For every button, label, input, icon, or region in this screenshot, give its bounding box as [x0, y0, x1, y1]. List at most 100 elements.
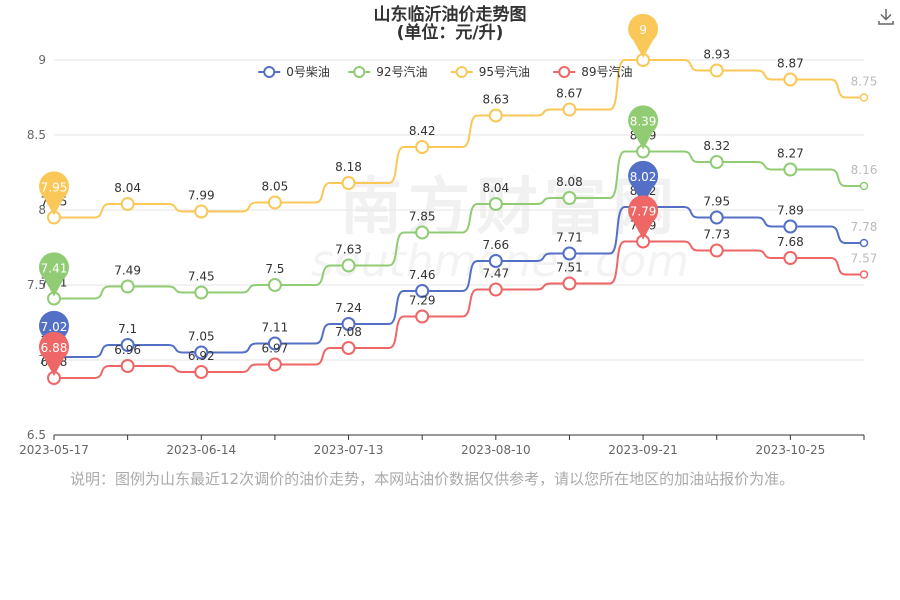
data-label: 7.63 [335, 243, 362, 257]
data-point [859, 270, 869, 279]
data-point [783, 251, 798, 265]
data-point [562, 102, 577, 117]
pin-shape [628, 13, 659, 59]
data-point [120, 359, 135, 373]
data-label: 6.92 [188, 349, 215, 363]
data-label: 7.24 [335, 301, 362, 315]
series-line [54, 59, 864, 219]
data-point [267, 278, 282, 292]
data-label: 7.08 [335, 325, 362, 339]
y-axis: 6.5 7 7.5 8 8.5 9 [27, 53, 46, 442]
pin-shape [39, 252, 69, 297]
data-label: 8.75 [851, 75, 878, 89]
data-label: 8.16 [851, 163, 878, 177]
data-point [415, 140, 430, 154]
data-point [341, 341, 356, 355]
pin-label: 7.79 [630, 205, 657, 219]
data-point [194, 345, 209, 360]
pin-label: 7.41 [41, 262, 68, 276]
data-label: 6.96 [114, 343, 141, 357]
y-tick-label: 9 [38, 53, 46, 67]
data-point [341, 317, 356, 331]
data-point [709, 155, 724, 169]
data-point [415, 225, 430, 240]
data-point [859, 238, 869, 248]
data-point [415, 284, 430, 298]
data-point [120, 197, 135, 211]
download-icon[interactable] [876, 6, 896, 26]
legend-marker [353, 66, 366, 78]
legend-label: 89号汽油 [581, 64, 632, 79]
legend-item[interactable]: 0号柴油 [258, 65, 330, 79]
series-line [54, 150, 864, 300]
data-point [488, 108, 503, 123]
data-label: 7.05 [188, 330, 215, 344]
data-label: 8.87 [777, 57, 804, 71]
data-point [783, 72, 798, 87]
data-label: 8.42 [409, 124, 436, 138]
data-label: 7.45 [188, 270, 215, 284]
legend-label: 95号汽油 [479, 64, 530, 79]
data-label: 6.97 [262, 342, 289, 356]
pin-label: 8.02 [630, 170, 657, 184]
data-point [859, 181, 869, 191]
pin-marker: 7.79 [628, 195, 659, 240]
legend-item[interactable]: 92号汽油 [348, 64, 428, 79]
data-point [341, 176, 356, 190]
pin-layer: 7.02 8.02 7.41 8.39 7.95 9 6.88 7.79 [39, 13, 659, 376]
data-label: 7.57 [851, 252, 878, 266]
x-tick-label: 2023-09-21 [608, 443, 678, 457]
data-label: 8.04 [482, 181, 509, 195]
legend-item[interactable]: 89号汽油 [553, 64, 633, 79]
x-tick-label: 2023-05-17 [19, 443, 89, 457]
data-point [194, 365, 209, 379]
data-point [859, 93, 869, 102]
data-point [267, 357, 282, 372]
data-point [709, 210, 724, 225]
data-label: 7.66 [482, 238, 509, 252]
series-layer [47, 53, 869, 385]
x-tick-label: 2023-07-13 [314, 443, 384, 457]
data-label: 7.29 [409, 294, 436, 308]
legend[interactable]: 0号柴油 92号汽油 95号汽油 89号汽油 [258, 64, 633, 79]
data-label: 7.85 [409, 210, 436, 224]
y-tick-label: 8 [38, 203, 46, 217]
legend-label: 92号汽油 [376, 64, 427, 79]
data-point [488, 282, 503, 297]
series-line [54, 240, 864, 379]
legend-item[interactable]: 95号汽油 [450, 64, 530, 79]
pin-marker: 8.02 [628, 160, 659, 205]
pin-shape [628, 160, 659, 205]
legend-label: 0号柴油 [286, 65, 330, 79]
pin-marker: 6.88 [39, 331, 69, 376]
data-point [709, 63, 724, 78]
pin-marker: 7.41 [39, 252, 69, 297]
data-point [783, 162, 798, 177]
data-label: 7.47 [482, 267, 509, 281]
data-point [488, 254, 503, 268]
data-point [562, 246, 577, 261]
legend-marker [558, 66, 571, 78]
data-point [194, 285, 209, 300]
data-label: 7.73 [703, 228, 730, 242]
data-label: 8.08 [556, 175, 583, 189]
y-tick-label: 6.5 [27, 428, 46, 442]
y-tick-label: 8.5 [27, 128, 46, 142]
data-label: 8.67 [556, 87, 583, 101]
pin-label: 8.39 [630, 115, 657, 129]
data-label: 8.63 [482, 93, 509, 107]
data-point [120, 279, 135, 294]
data-point [120, 338, 135, 352]
grid-lines [54, 59, 864, 361]
data-label: 8.04 [114, 181, 141, 195]
x-tick-label: 2023-08-10 [461, 443, 531, 457]
pin-marker: 9 [628, 13, 659, 59]
series-line [54, 206, 864, 358]
chart-note: 说明：图例为山东最近12次调价的油价走势，本网站油价数据仅供参考，请以您所在地区… [70, 470, 795, 488]
data-label: 7.46 [409, 268, 436, 282]
data-label: 8.27 [777, 147, 804, 161]
chart-title: 山东临沂油价走势图 [374, 4, 527, 25]
data-label: 7.5 [265, 262, 284, 276]
pin-marker: 7.95 [39, 171, 69, 216]
